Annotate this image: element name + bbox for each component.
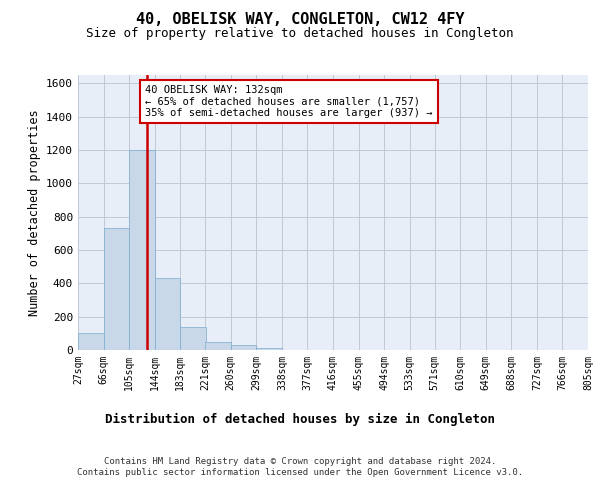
Text: Contains HM Land Registry data © Crown copyright and database right 2024.
Contai: Contains HM Land Registry data © Crown c…: [77, 458, 523, 477]
Text: Distribution of detached houses by size in Congleton: Distribution of detached houses by size …: [105, 412, 495, 426]
Bar: [129, 150, 155, 350]
Bar: [78, 332, 104, 350]
Bar: [231, 345, 256, 350]
Bar: [256, 348, 282, 350]
Text: 40 OBELISK WAY: 132sqm
← 65% of detached houses are smaller (1,757)
35% of semi-: 40 OBELISK WAY: 132sqm ← 65% of detached…: [145, 85, 433, 118]
Y-axis label: Number of detached properties: Number of detached properties: [28, 109, 41, 316]
Bar: [180, 326, 206, 350]
Text: Size of property relative to detached houses in Congleton: Size of property relative to detached ho…: [86, 28, 514, 40]
Text: 40, OBELISK WAY, CONGLETON, CW12 4FY: 40, OBELISK WAY, CONGLETON, CW12 4FY: [136, 12, 464, 28]
Bar: [155, 278, 180, 350]
Bar: [104, 228, 129, 350]
Bar: [205, 342, 231, 350]
